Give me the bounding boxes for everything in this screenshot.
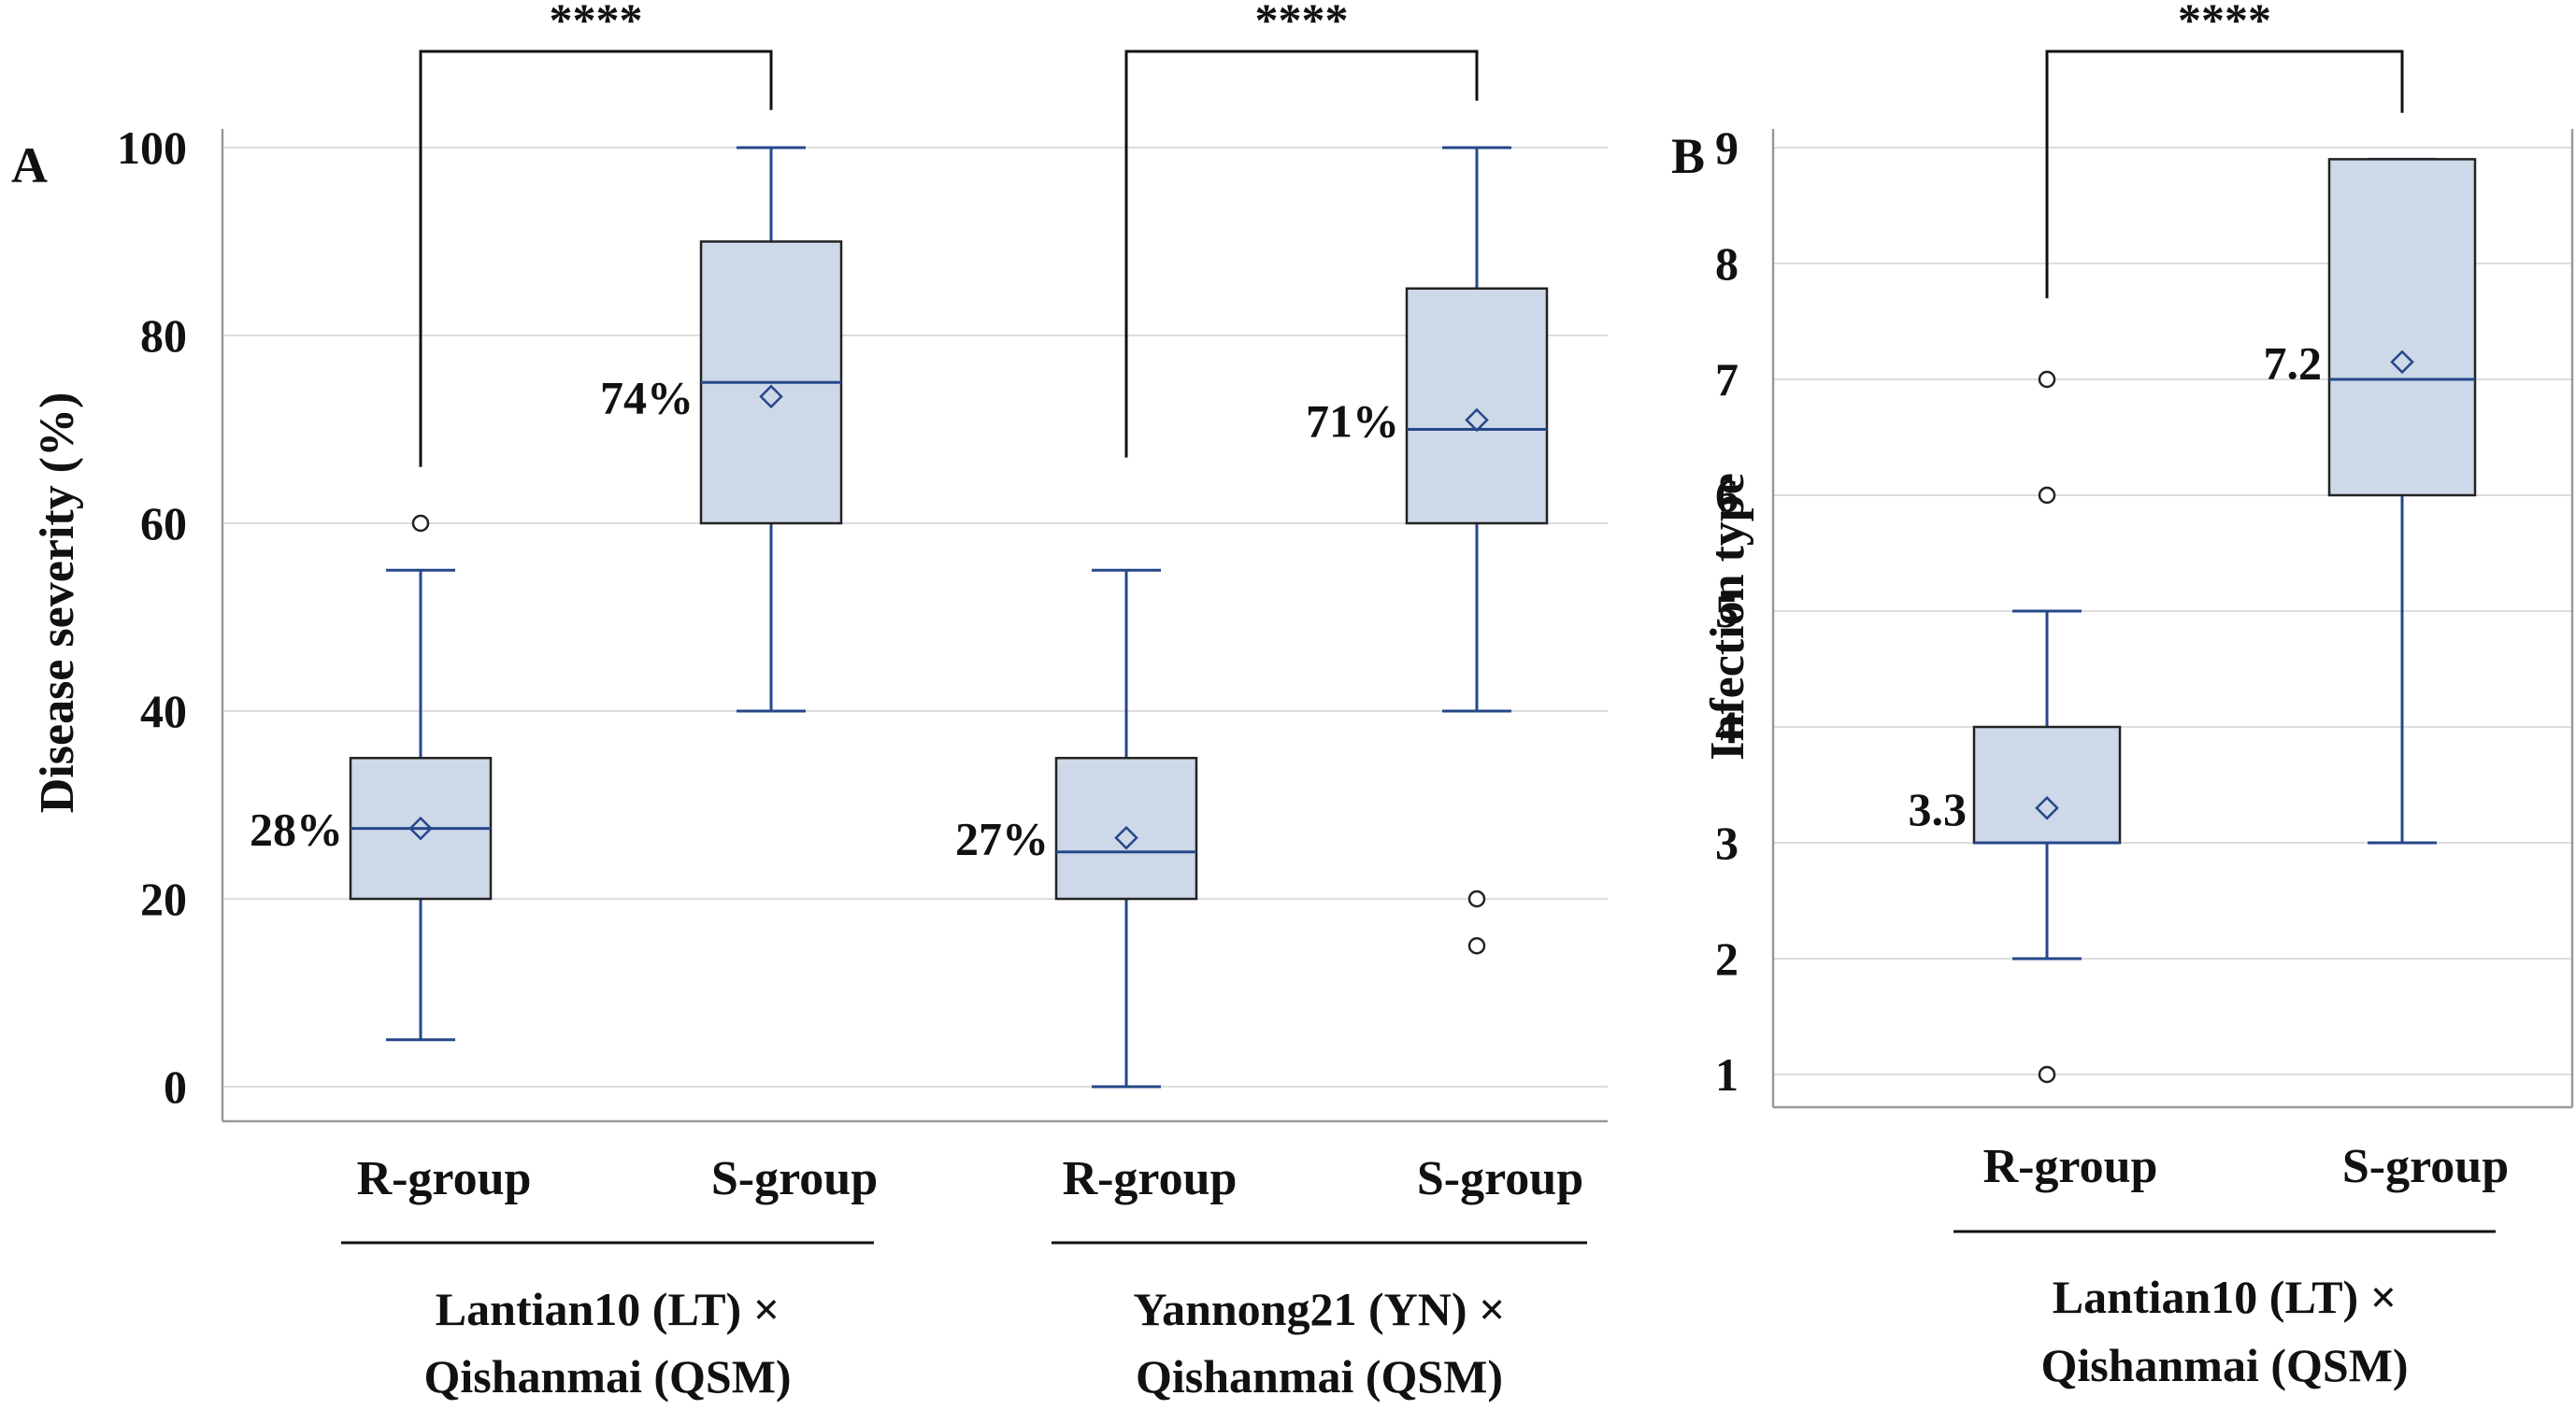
y-tick-label: 0 (164, 1061, 187, 1113)
y-tick-label: 3 (1715, 817, 1739, 869)
outlier-point (2038, 1065, 2056, 1084)
y-tick-label: 7 (1715, 353, 1739, 406)
x-category-label: R-group (1063, 1152, 1238, 1205)
x-category-label: R-group (357, 1152, 532, 1205)
cross-label-line1: Lantian10 (LT) × (436, 1283, 780, 1335)
y-axis-title: Disease severity (%) (31, 392, 84, 814)
box-group: 74% S-group (600, 146, 878, 1205)
mean-marker (1114, 825, 1138, 850)
significance-label: **** (550, 0, 643, 46)
panel-label: B (1671, 128, 1705, 184)
x-category-label: S-group (2342, 1140, 2509, 1193)
cross-label-line2: Qishanmai (QSM) (1136, 1350, 1503, 1403)
y-axis-title: Infection type (1701, 473, 1754, 761)
significance-label: **** (2178, 0, 2271, 46)
significance-bracket: **** (1124, 0, 1479, 458)
x-category-label: R-group (1983, 1140, 2158, 1193)
y-tick-label: 80 (140, 309, 187, 362)
y-tick-label: 100 (117, 121, 187, 174)
box-group: 27% R-group (955, 568, 1238, 1205)
panel-label: A (11, 137, 48, 193)
mean-value-label: 27% (955, 813, 1049, 865)
significance-bracket: **** (2045, 0, 2404, 299)
mean-marker (408, 816, 433, 841)
outlier-point (1467, 890, 1486, 908)
y-tick-label: 9 (1715, 121, 1739, 174)
bracket-line (1124, 50, 1479, 458)
significance-label: **** (1255, 0, 1349, 46)
mean-value-label: 7.2 (2264, 336, 2323, 389)
outlier-point (1467, 937, 1486, 955)
cross-label-line2: Qishanmai (QSM) (2040, 1339, 2408, 1391)
significance-bracket: **** (419, 0, 773, 467)
y-tick-label: 2 (1715, 933, 1739, 985)
x-category-label: S-group (711, 1152, 878, 1205)
panel-b: 1 2 3 4 5 6 7 8 9B Infection type 3.3 R-group 7.2 S-g… (1671, 0, 2574, 1391)
iqr-box (1054, 757, 1198, 901)
iqr-box (2327, 158, 2477, 497)
mean-value-label: 28% (250, 804, 343, 856)
bracket-line (2045, 50, 2404, 299)
outlier-point (411, 514, 430, 533)
cross-label-line2: Qishanmai (QSM) (423, 1350, 791, 1403)
y-tick-label: 6 (1715, 469, 1739, 521)
mean-marker (2390, 349, 2414, 375)
outlier-point (2038, 486, 2056, 505)
mean-marker (2035, 796, 2059, 820)
y-tick-label: 60 (140, 497, 187, 549)
cross-label-line1: Lantian10 (LT) × (2053, 1271, 2397, 1323)
box-group: 7.2 S-group (2264, 157, 2509, 1193)
mean-value-label: 71% (1306, 394, 1399, 447)
outlier-point (2038, 370, 2056, 389)
box-group: 71% S-group (1306, 146, 1583, 1205)
y-tick-label: 20 (140, 873, 187, 925)
mean-marker (759, 384, 783, 409)
y-tick-label: 40 (140, 685, 187, 737)
mean-value-label: 74% (600, 371, 694, 423)
panel-a: 0 20 40 60 80 100 A Disease severity (%) 28% R-gr… (11, 0, 1608, 1403)
mean-marker (1465, 407, 1489, 433)
iqr-box (1405, 287, 1549, 525)
cross-label-line1: Yannong21 (YN) × (1134, 1283, 1506, 1335)
mean-value-label: 3.3 (1909, 783, 1968, 835)
box-group: 3.3 R-group (1909, 370, 2158, 1193)
bracket-line (419, 50, 773, 467)
y-tick-label: 8 (1715, 237, 1739, 290)
y-tick-label: 5 (1715, 585, 1739, 637)
y-tick-label: 4 (1715, 701, 1739, 753)
x-category-label: S-group (1417, 1152, 1583, 1205)
y-tick-label: 1 (1715, 1048, 1739, 1101)
iqr-box (1972, 725, 2122, 845)
box-group: 28% R-group (250, 514, 532, 1205)
